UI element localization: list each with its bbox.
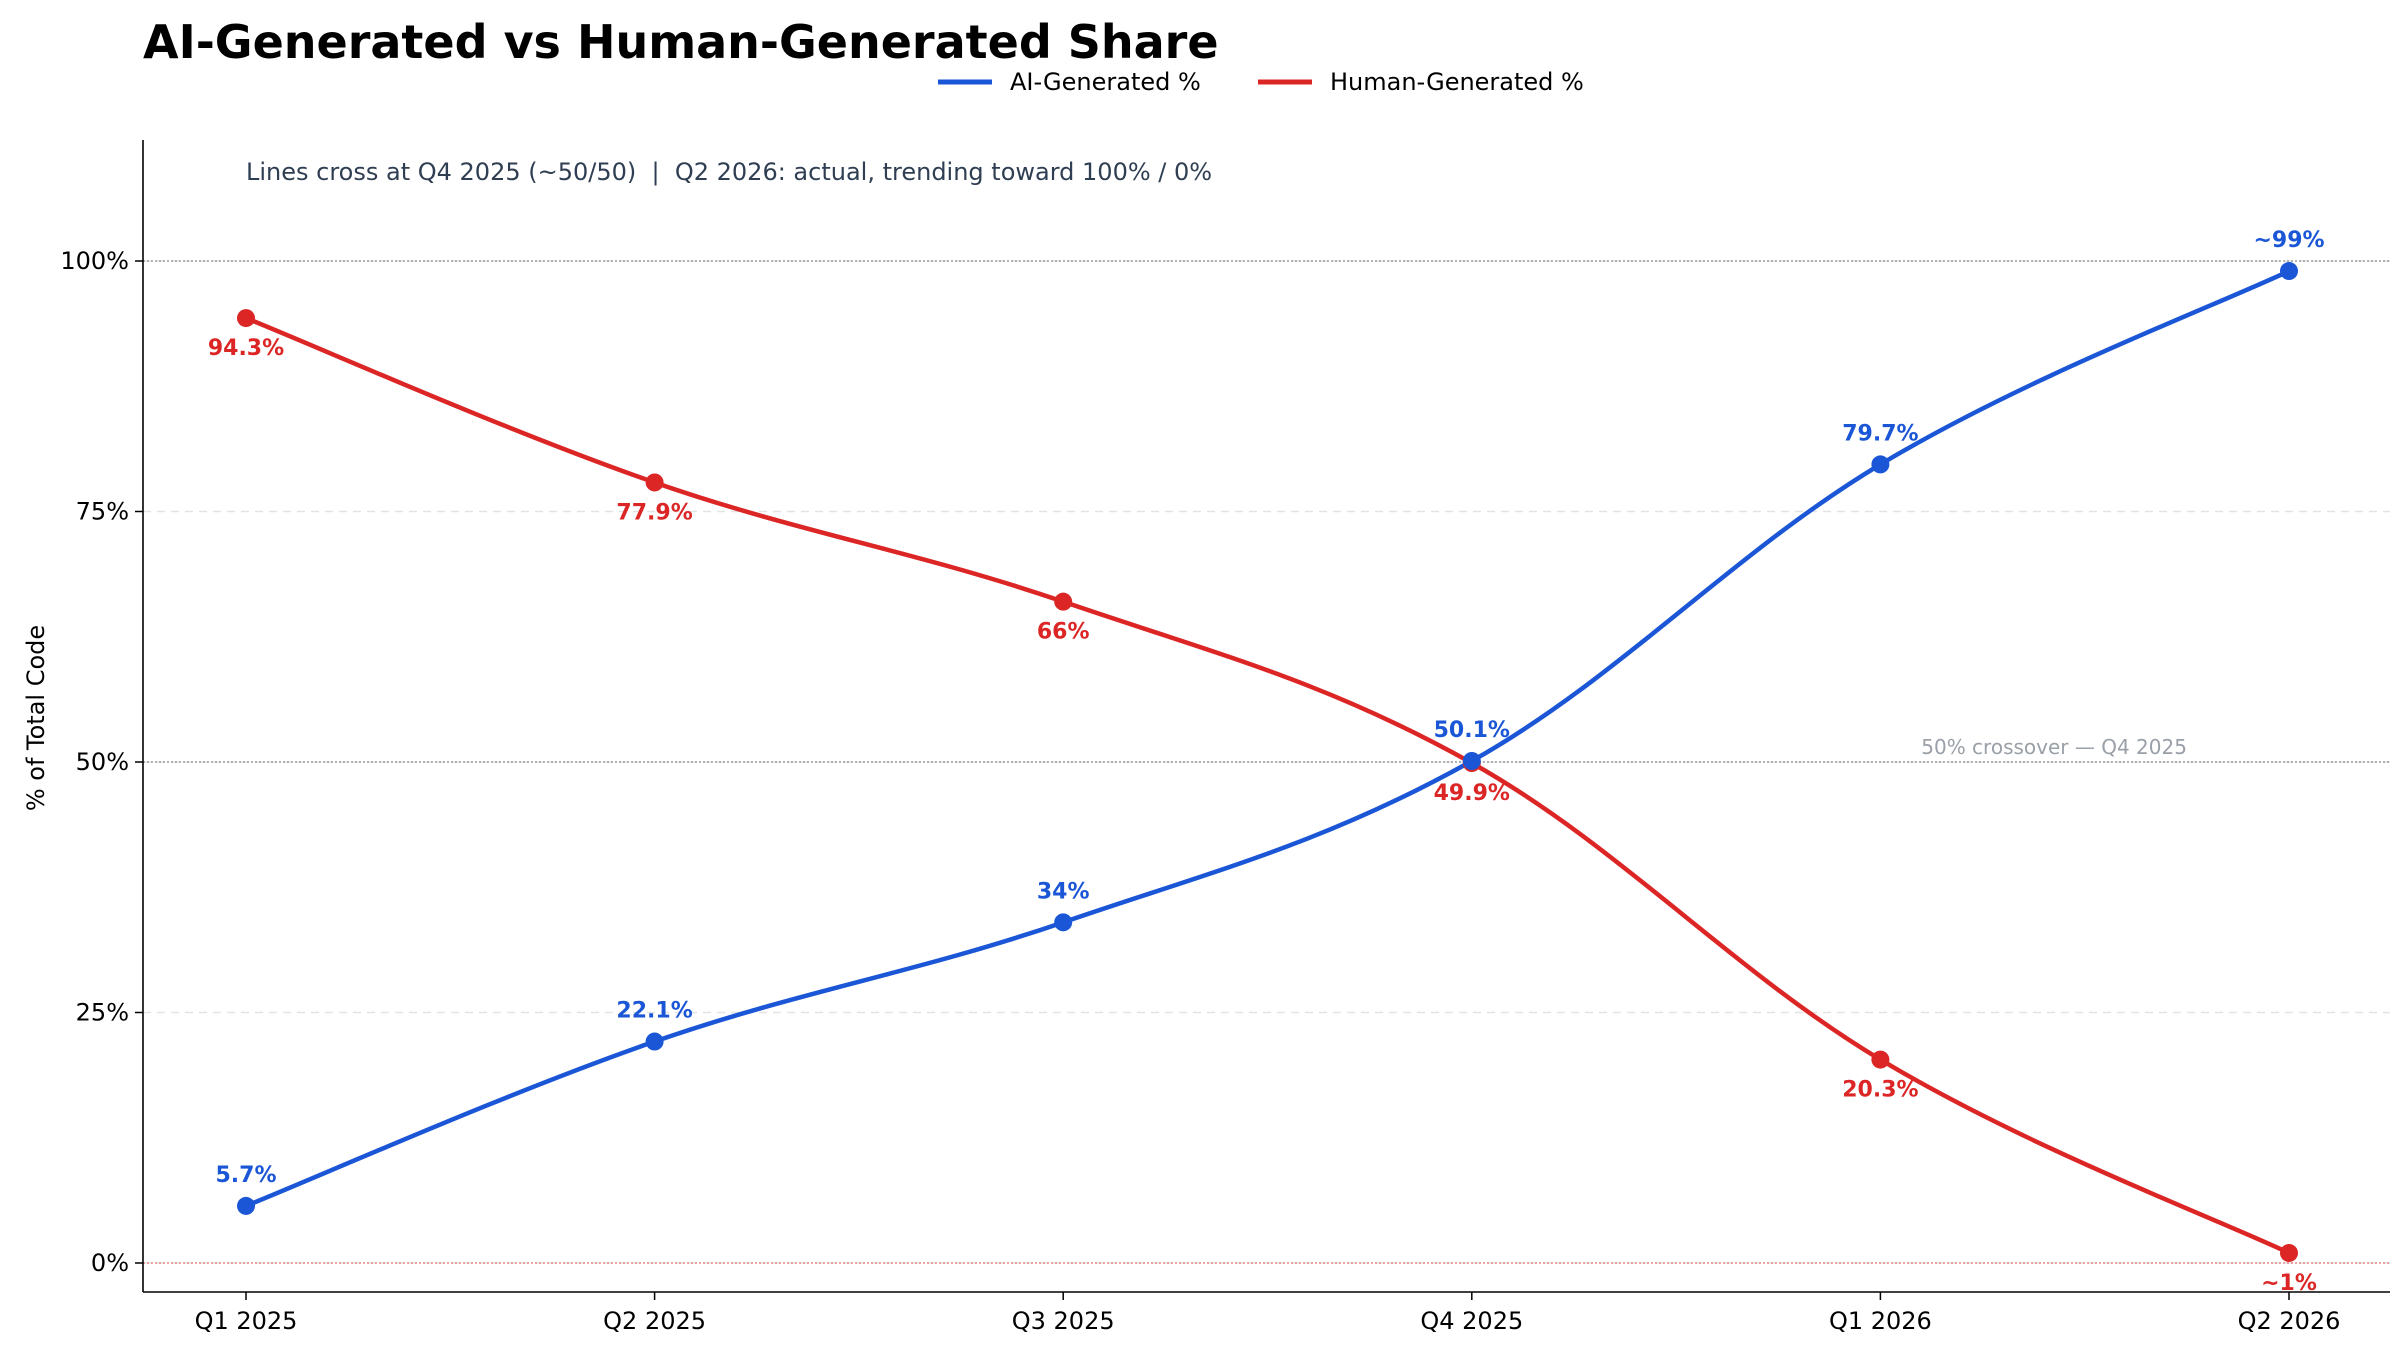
y-tick-label: 100% xyxy=(60,247,129,275)
legend: AI-Generated % Human-Generated % xyxy=(938,68,1584,96)
data-point xyxy=(1054,913,1073,932)
data-label: 5.7% xyxy=(215,1163,276,1188)
data-point xyxy=(2280,262,2298,281)
grid xyxy=(143,260,2390,1264)
data-point xyxy=(237,309,255,328)
chart-subtitle: Lines cross at Q4 2025 (~50/50) | Q2 202… xyxy=(246,158,1212,186)
y-tick-label: 50% xyxy=(76,748,129,776)
data-label: 50.1% xyxy=(1434,718,1510,743)
data-point xyxy=(1871,1050,1890,1069)
data-label: 77.9% xyxy=(616,500,692,525)
x-tick-label: Q2 2025 xyxy=(603,1307,706,1335)
series-layer: 94.3% 77.9% 66% 49.9% 20.3% ~1% 5.7% 22.1% 34% 50… xyxy=(208,228,2325,1296)
x-tick-label: Q3 2025 xyxy=(1012,1307,1115,1335)
annotation-text: 50% crossover — Q4 2025 xyxy=(1921,735,2187,759)
y-tick-label: 75% xyxy=(76,498,129,526)
y-tick-label: 0% xyxy=(91,1249,129,1277)
x-tick-label: Q2 2026 xyxy=(2238,1307,2341,1335)
data-label: 22.1% xyxy=(616,999,692,1024)
y-tick-label: 25% xyxy=(76,999,129,1027)
data-label: ~99% xyxy=(2253,228,2324,253)
legend-label: Human-Generated % xyxy=(1330,68,1584,96)
data-point xyxy=(2280,1243,2298,1262)
data-label: 34% xyxy=(1037,879,1090,904)
data-label: 49.9% xyxy=(1434,781,1510,806)
data-label: ~1% xyxy=(2261,1271,2317,1296)
data-point xyxy=(1054,592,1073,611)
data-label: 66% xyxy=(1037,620,1090,645)
data-label: 79.7% xyxy=(1842,421,1918,446)
data-point xyxy=(1871,455,1890,474)
data-point xyxy=(1462,751,1481,770)
x-tick-label: Q1 2025 xyxy=(195,1307,298,1335)
data-point xyxy=(237,1196,255,1215)
data-label: 20.3% xyxy=(1842,1078,1918,1103)
data-point xyxy=(645,473,664,492)
ticks: 0% 25% 50% 75% 100% Q1 2025 Q2 2025 Q3 2025 Q4 2… xyxy=(60,247,2340,1335)
series-line xyxy=(243,268,2292,1209)
series-line xyxy=(243,315,2292,1256)
legend-label: AI-Generated % xyxy=(1010,68,1201,96)
annotations: 50% crossover — Q4 2025 xyxy=(1921,735,2187,759)
axes xyxy=(142,140,2390,1293)
chart-title: AI-Generated vs Human-Generated Share xyxy=(143,15,1219,69)
x-tick-label: Q4 2025 xyxy=(1420,1307,1523,1335)
y-axis-label: % of Total Code xyxy=(22,625,50,811)
data-point xyxy=(645,1032,664,1051)
data-label: 94.3% xyxy=(208,336,284,361)
x-tick-label: Q1 2026 xyxy=(1829,1307,1932,1335)
